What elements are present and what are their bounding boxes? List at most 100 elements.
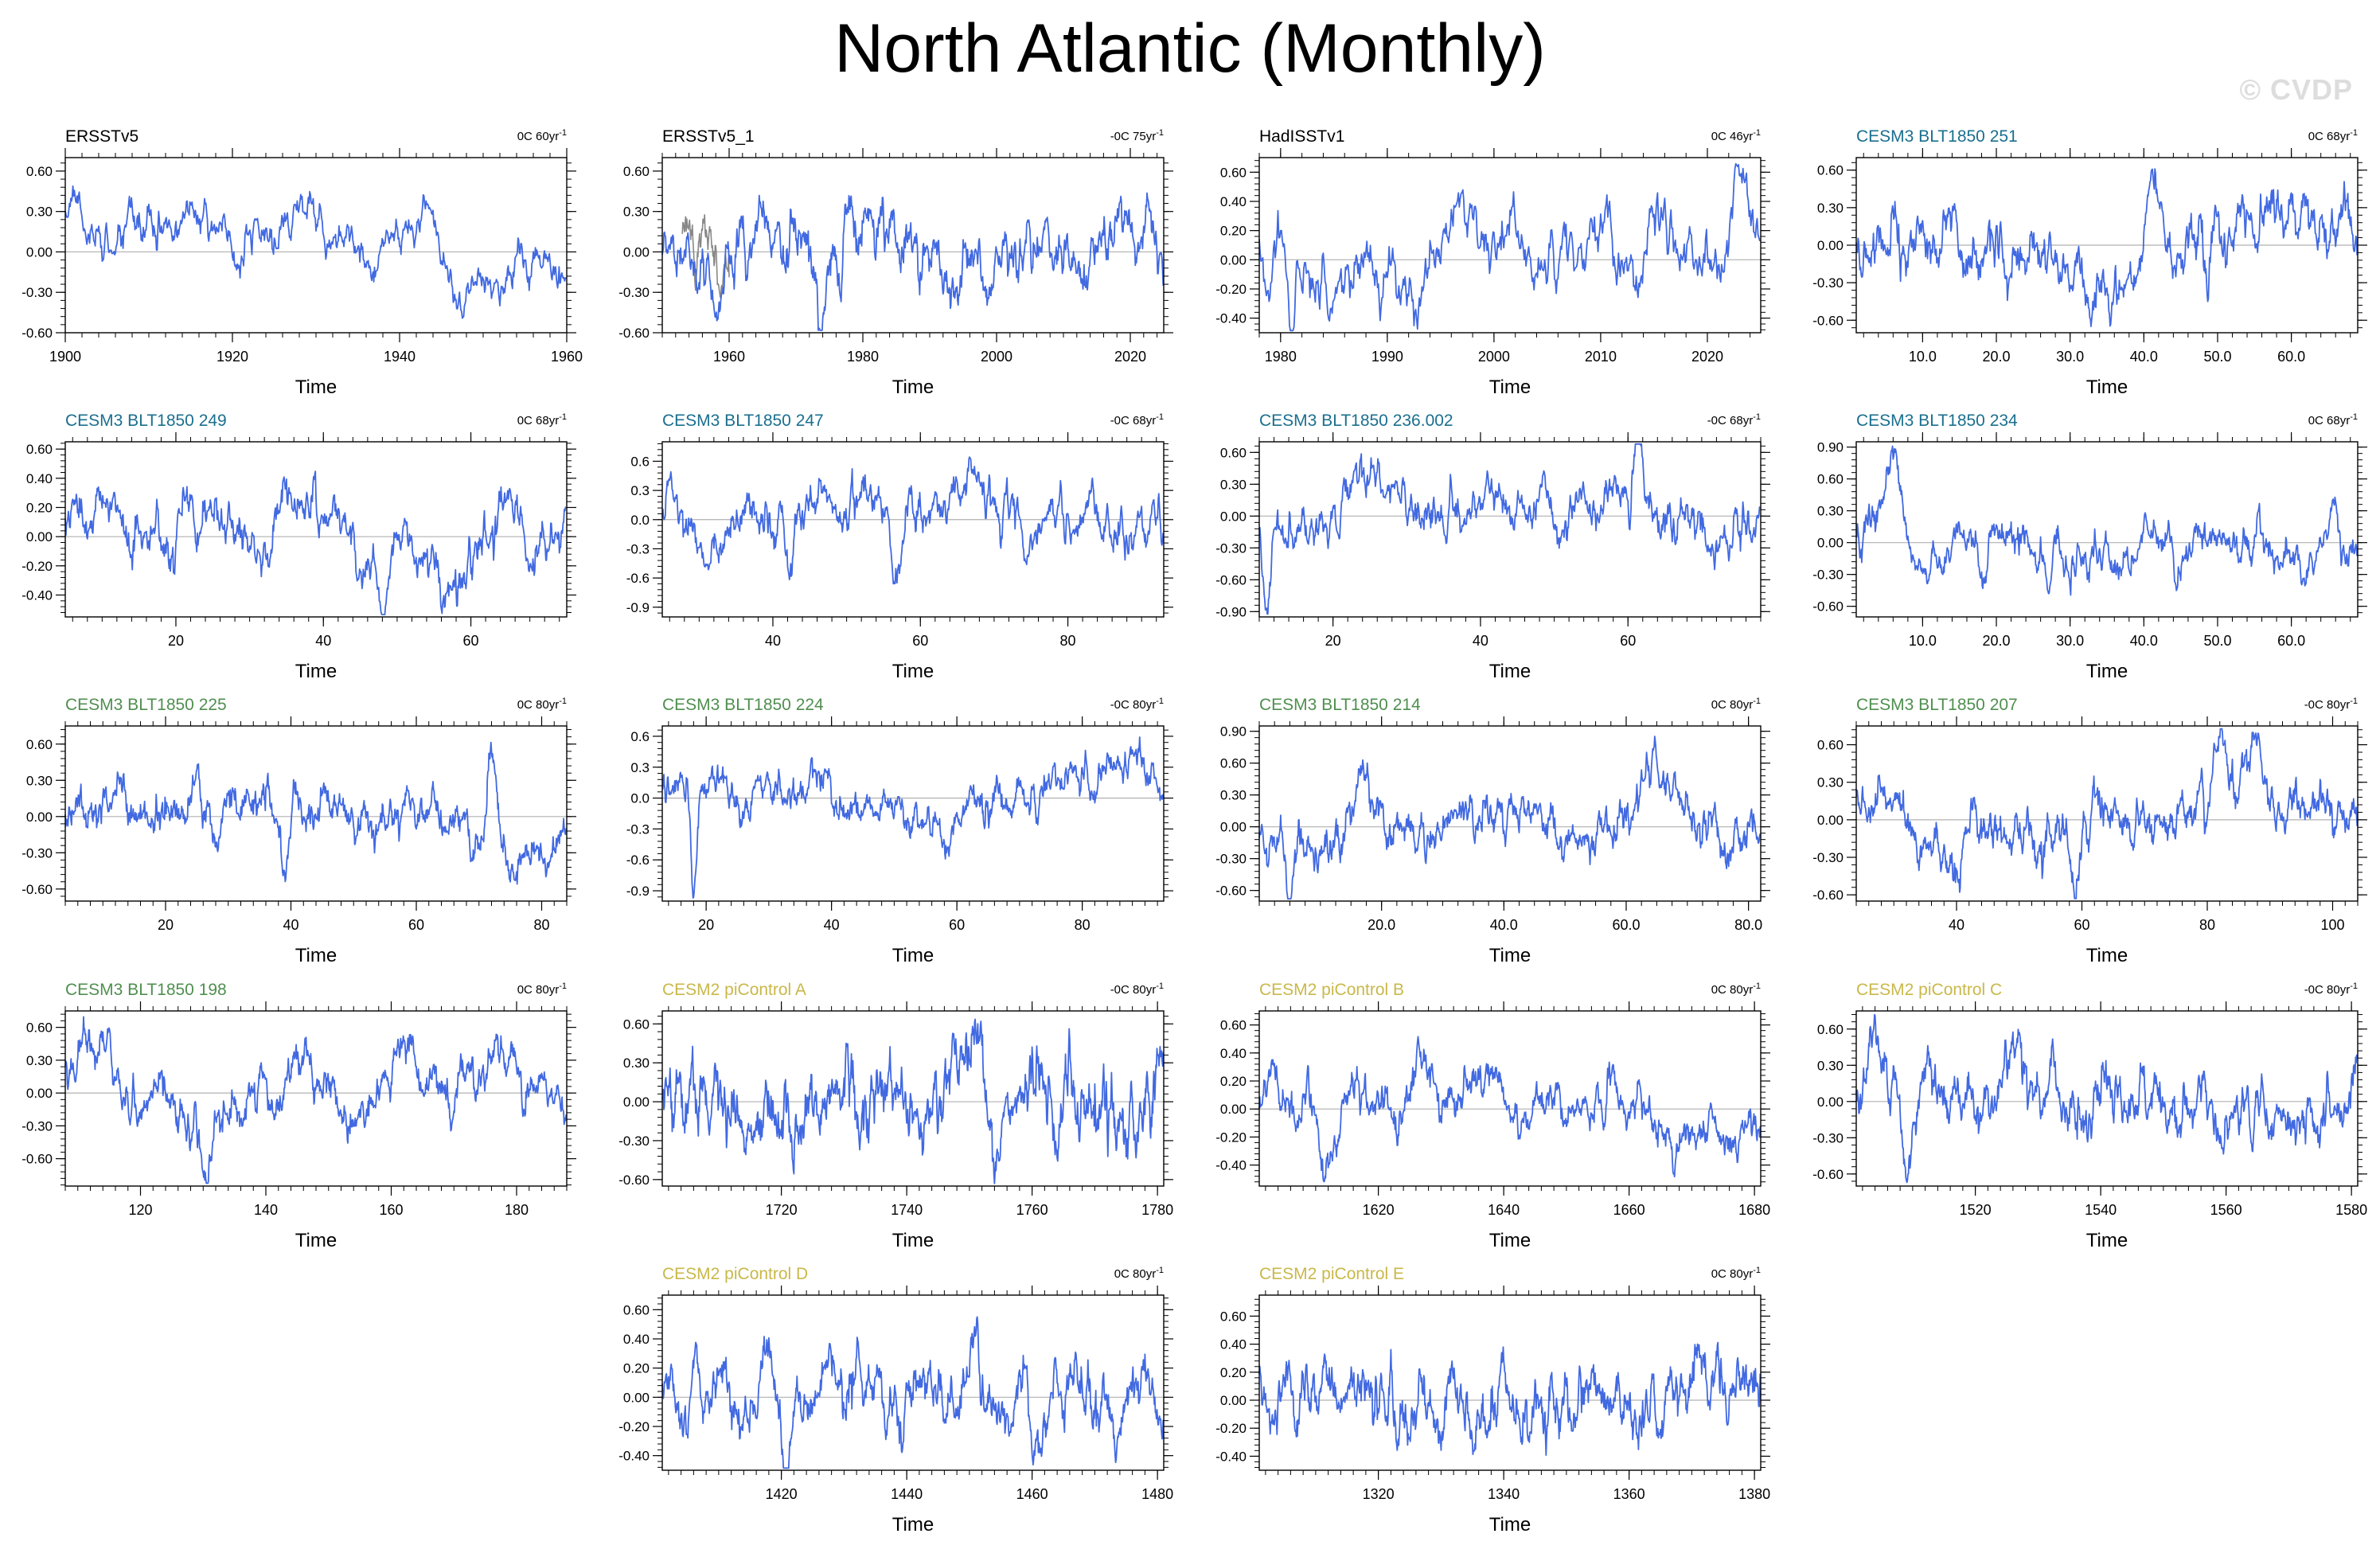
y-tick-label: 0.6 xyxy=(630,729,650,744)
y-tick-label: 0.40 xyxy=(1220,1337,1247,1352)
trend-label: 0C 46yr-1 xyxy=(1711,128,1761,143)
y-tick-label: 0.30 xyxy=(26,773,53,788)
trend-label: -0C 75yr-1 xyxy=(1110,128,1164,143)
y-tick-label: 0.00 xyxy=(1817,813,1844,828)
y-tick-label: 0.6 xyxy=(630,454,650,469)
y-tick-label: 0.00 xyxy=(1220,1393,1247,1408)
y-tick-label: 0.30 xyxy=(26,1053,53,1068)
y-tick-label: -0.60 xyxy=(21,882,53,897)
x-tick-label: 1990 xyxy=(1371,349,1403,365)
x-tick-label: 2020 xyxy=(1691,349,1723,365)
x-axis-label: Time xyxy=(892,661,934,682)
series-line xyxy=(1855,168,2359,327)
y-tick-label: 0.40 xyxy=(26,471,53,486)
y-tick-label: -0.60 xyxy=(618,1173,650,1188)
panel-p16: CESM2 piControl C -0C 80yr-1 0.60 0.30 0.00 -… xyxy=(1812,981,2367,1251)
trend-label: 0C 80yr-1 xyxy=(1711,697,1761,712)
panel-p17: CESM2 piControl D 0C 80yr-1 0.60 0.40 0.20 0.… xyxy=(618,1265,1173,1536)
y-tick-label: 0.60 xyxy=(1817,1022,1844,1037)
series-line xyxy=(1258,736,1762,900)
x-tick-label: 60 xyxy=(408,917,424,933)
x-tick-label: 1640 xyxy=(1488,1202,1520,1218)
x-tick-label: 1540 xyxy=(2085,1202,2117,1218)
y-tick-label: -0.30 xyxy=(1812,850,1844,865)
x-tick-label: 60 xyxy=(912,633,928,649)
y-tick-label: -0.60 xyxy=(1812,888,1844,903)
x-axis-label: Time xyxy=(295,945,337,966)
y-tick-label: -0.20 xyxy=(1215,282,1247,297)
x-tick-label: 120 xyxy=(128,1202,152,1218)
y-tick-label: -0.60 xyxy=(21,326,53,341)
x-tick-label: 60 xyxy=(2074,917,2089,933)
panel-p8: CESM3 BLT1850 234 0C 68yr-1 0.90 0.60 0.30 0.… xyxy=(1812,412,2367,682)
x-tick-label: 160 xyxy=(379,1202,403,1218)
y-tick-label: 0.0 xyxy=(630,513,650,528)
y-tick-label: 0.60 xyxy=(1220,165,1247,180)
x-axis-label: Time xyxy=(2086,1230,2128,1251)
x-tick-label: 1660 xyxy=(1613,1202,1645,1218)
plot-frame xyxy=(661,1010,1165,1187)
series-line xyxy=(661,736,1165,899)
y-tick-label: -0.40 xyxy=(618,1449,650,1464)
panel-p6: CESM3 BLT1850 247 -0C 68yr-1 0.6 0.3 0.0 -0.3… xyxy=(626,412,1173,682)
y-tick-label: -0.60 xyxy=(21,1152,53,1167)
y-tick-label: -0.3 xyxy=(626,821,650,837)
y-tick-label: 0.00 xyxy=(1817,238,1844,253)
series-line xyxy=(1258,1341,1762,1456)
y-tick-label: 0.20 xyxy=(26,501,53,516)
y-tick-label: 0.00 xyxy=(26,529,53,544)
panel-title: CESM2 piControl C xyxy=(1856,981,2002,999)
cvdp-watermark: © CVDP xyxy=(2239,73,2353,106)
x-axis-label: Time xyxy=(892,945,934,966)
y-tick-label: 0.40 xyxy=(623,1332,650,1347)
trend-label: 0C 68yr-1 xyxy=(2308,412,2358,427)
y-tick-label: 0.60 xyxy=(623,164,650,179)
x-tick-label: 1320 xyxy=(1363,1486,1395,1502)
x-tick-label: 40.0 xyxy=(2130,349,2158,365)
plot-frame xyxy=(661,157,1165,334)
panel-title: HadISSTv1 xyxy=(1259,127,1344,146)
x-tick-label: 1460 xyxy=(1016,1486,1048,1502)
y-tick-label: -0.60 xyxy=(1812,313,1844,328)
panel-p4: CESM3 BLT1850 251 0C 68yr-1 0.60 0.30 0.00 -0… xyxy=(1812,127,2367,398)
trend-label: 0C 80yr-1 xyxy=(1711,981,1761,997)
series-line xyxy=(64,1016,568,1184)
y-tick-label: 0.90 xyxy=(1220,724,1247,739)
x-tick-label: 1760 xyxy=(1016,1202,1048,1218)
plot-frame xyxy=(1258,1010,1762,1187)
y-tick-label: 0.60 xyxy=(623,1302,650,1317)
plot-frame xyxy=(1258,441,1762,618)
panel-title: ERSSTv5_1 xyxy=(662,127,755,146)
x-axis-label: Time xyxy=(892,1230,934,1251)
plot-frame xyxy=(64,157,568,334)
x-tick-label: 40 xyxy=(315,633,331,649)
x-axis-label: Time xyxy=(1489,945,1531,966)
panel-title: CESM3 BLT1850 214 xyxy=(1259,696,1421,714)
x-tick-label: 40.0 xyxy=(1490,917,1518,933)
x-tick-label: 1980 xyxy=(847,349,879,365)
panel-title: CESM3 BLT1850 225 xyxy=(65,696,227,714)
x-tick-label: 2000 xyxy=(981,349,1012,365)
y-tick-label: 0.20 xyxy=(1220,1365,1247,1380)
y-tick-label: 0.00 xyxy=(26,810,53,825)
y-tick-label: 0.30 xyxy=(26,205,53,220)
y-tick-label: 0.00 xyxy=(1220,509,1247,524)
x-tick-label: 10.0 xyxy=(1909,633,1937,649)
x-tick-label: 1960 xyxy=(551,349,583,365)
plot-frame xyxy=(1258,157,1762,334)
y-tick-label: -0.20 xyxy=(21,559,53,574)
y-tick-label: -0.30 xyxy=(21,1118,53,1134)
x-axis-label: Time xyxy=(295,1230,337,1251)
plot-frame xyxy=(661,725,1165,902)
x-tick-label: 80 xyxy=(1075,917,1091,933)
y-tick-label: -0.30 xyxy=(21,845,53,860)
y-tick-label: 0.30 xyxy=(1817,504,1844,519)
x-tick-label: 100 xyxy=(2320,917,2344,933)
x-tick-label: 80.0 xyxy=(1734,917,1762,933)
y-tick-label: 0.60 xyxy=(26,1020,53,1036)
y-tick-label: -0.60 xyxy=(618,326,650,341)
y-tick-label: -0.40 xyxy=(21,588,53,603)
panel-p13: CESM3 BLT1850 198 0C 80yr-1 0.60 0.30 0.00 -0… xyxy=(21,981,576,1251)
x-tick-label: 1740 xyxy=(891,1202,923,1218)
x-tick-label: 60.0 xyxy=(2277,349,2305,365)
